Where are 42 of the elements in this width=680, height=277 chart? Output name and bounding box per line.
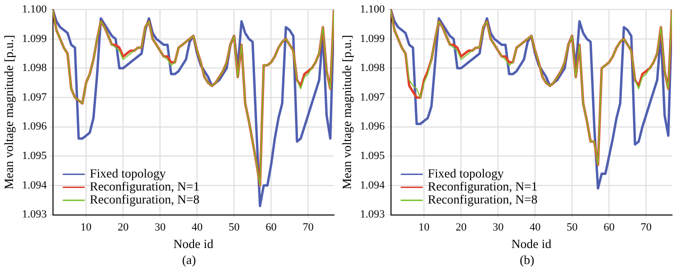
- x-tick-label: 70: [640, 221, 652, 234]
- y-tick-label: 1.100: [360, 3, 386, 16]
- x-tick-label: 20: [456, 221, 468, 234]
- x-tick-label: 40: [192, 221, 204, 234]
- text: (b): [518, 252, 534, 268]
- x-tick-label: 60: [604, 221, 616, 234]
- x-tick-label: 10: [80, 221, 92, 234]
- y-tick-label: 1.100: [22, 3, 48, 16]
- y-tick-label: 1.096: [22, 120, 48, 133]
- x-tick-label: 30: [492, 221, 504, 234]
- y-tick-label: 1.098: [360, 62, 386, 74]
- y-tick-label: 1.093: [360, 208, 386, 221]
- x-tick-label: 50: [228, 221, 240, 234]
- y-axis-title: Mean voltage magnitude [p.u.]: [340, 34, 354, 190]
- x-axis-title: Node id: [511, 236, 552, 251]
- text: (a): [181, 252, 196, 268]
- y-tick-label: 1.097: [22, 91, 48, 104]
- x-tick-label: 60: [266, 221, 278, 234]
- y-tick-label: 1.094: [360, 179, 386, 192]
- x-axis-title: Node id: [173, 236, 214, 251]
- legend-label: Fixed topology: [90, 166, 167, 181]
- legend-label: Reconfiguration, N=8: [428, 192, 538, 207]
- legend-label: Fixed topology: [428, 166, 505, 181]
- x-tick-label: 20: [118, 221, 130, 234]
- y-axis-title: Mean voltage magnitude [p.u.]: [2, 34, 16, 190]
- y-tick-label: 1.095: [360, 150, 386, 162]
- y-tick-label: 1.099: [360, 32, 386, 45]
- y-tick-label: 1.094: [22, 179, 48, 192]
- x-tick-label: 70: [302, 221, 314, 234]
- y-tick-label: 1.099: [22, 32, 48, 45]
- x-tick-label: 30: [154, 221, 166, 234]
- x-tick-label: 40: [530, 221, 542, 234]
- legend-label: Reconfiguration, N=1: [90, 180, 200, 194]
- x-tick-label: 50: [566, 221, 578, 234]
- y-tick-label: 1.096: [360, 120, 386, 133]
- y-tick-label: 1.095: [22, 150, 48, 162]
- y-tick-label: 1.097: [360, 91, 386, 104]
- y-tick-label: 1.098: [22, 62, 48, 74]
- y-tick-label: 1.093: [22, 208, 48, 221]
- legend-label: Reconfiguration, N=1: [428, 180, 538, 194]
- legend-label: Reconfiguration, N=8: [90, 192, 200, 207]
- x-tick-label: 10: [418, 221, 430, 234]
